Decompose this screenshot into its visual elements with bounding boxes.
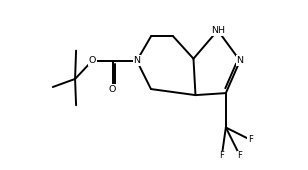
Text: NH: NH <box>211 26 225 35</box>
Text: N: N <box>237 56 244 65</box>
Text: F: F <box>219 151 224 160</box>
Text: F: F <box>237 151 242 160</box>
Text: N: N <box>133 56 140 65</box>
Text: O: O <box>109 84 116 94</box>
Text: O: O <box>89 56 96 65</box>
Text: F: F <box>248 135 253 144</box>
